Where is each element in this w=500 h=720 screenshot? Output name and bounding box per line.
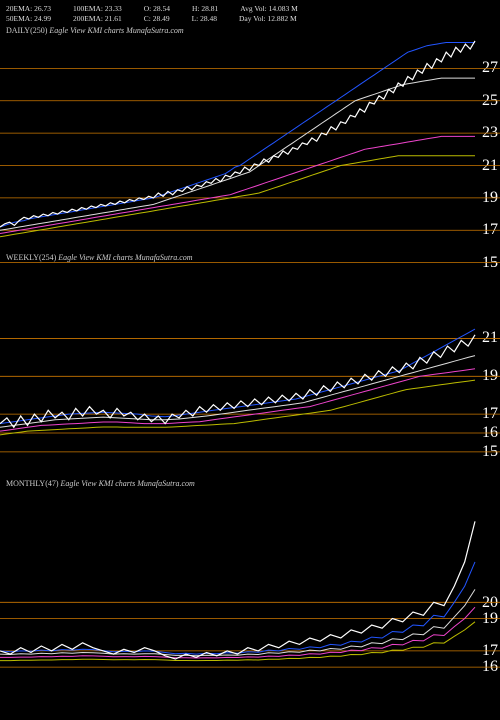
ema20-label: 20EMA: 26.73 (6, 4, 51, 14)
chart-title: DAILY(250) Eagle View KMI charts MunafaS… (6, 26, 184, 35)
avgvol-label: Avg Vol: 14.083 M (240, 4, 298, 14)
chart-svg (0, 489, 500, 716)
ema100-label: 100EMA: 23.33 (73, 4, 122, 14)
dayvol-label: Day Vol: 12.882 M (239, 14, 297, 24)
ema_c-line (0, 136, 475, 233)
low-label: L: 28.48 (192, 14, 217, 24)
ema_c-line (0, 368, 475, 430)
ema50-label: 50EMA: 24.99 (6, 14, 51, 24)
chart-title: MONTHLY(47) Eagle View KMI charts Munafa… (6, 479, 195, 488)
close-label: C: 28.49 (144, 14, 170, 24)
open-label: O: 28.54 (144, 4, 170, 14)
high-label: H: 28.81 (192, 4, 218, 14)
ema_a-line (0, 562, 475, 654)
price-line (0, 41, 475, 227)
chart-svg (0, 36, 500, 263)
price-line (0, 522, 475, 660)
chart-title: WEEKLY(254) Eagle View KMI charts Munafa… (6, 253, 193, 262)
chart-svg (0, 263, 500, 490)
chart-monthly: MONTHLY(47) Eagle View KMI charts Munafa… (0, 489, 500, 716)
ema_b-line (0, 590, 475, 656)
header-stats: 20EMA: 26.73 100EMA: 23.33 O: 28.54 H: 2… (6, 4, 298, 24)
ema_d-line (0, 622, 475, 661)
chart-weekly: WEEKLY(254) Eagle View KMI charts Munafa… (0, 263, 500, 490)
charts-container: DAILY(250) Eagle View KMI charts MunafaS… (0, 36, 500, 716)
chart-daily: DAILY(250) Eagle View KMI charts MunafaS… (0, 36, 500, 263)
ema200-label: 200EMA: 21.61 (73, 14, 122, 24)
ema_a-line (0, 43, 475, 228)
ema_d-line (0, 156, 475, 237)
